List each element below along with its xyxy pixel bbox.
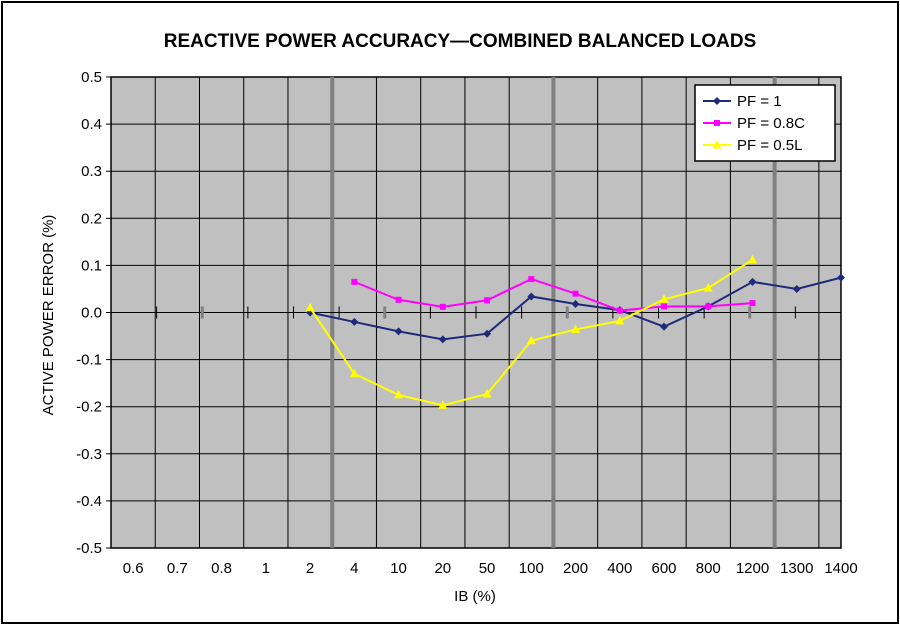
series-1-point <box>792 284 801 293</box>
series-1-point <box>394 327 403 336</box>
series-2-point <box>661 303 668 310</box>
series-3-point <box>482 388 492 398</box>
legend-label: PF = 0.5L <box>737 137 802 154</box>
x-tick-label: 0.8 <box>211 560 232 577</box>
y-tick-label: 0.3 <box>81 163 102 180</box>
chart-title: REACTIVE POWER ACCURACY—COMBINED BALANCE… <box>164 31 757 52</box>
y-tick-label: 0.2 <box>81 210 102 227</box>
chart: REACTIVE POWER ACCURACY—COMBINED BALANCE… <box>40 31 858 605</box>
y-tick-label: -0.3 <box>76 446 102 463</box>
legend-marker <box>712 140 722 149</box>
legend-marker <box>714 120 720 126</box>
series-1-point <box>438 335 447 344</box>
y-tick-label: -0.2 <box>76 399 102 416</box>
y-tick-label: 0.5 <box>81 69 102 86</box>
x-tick-label: 10 <box>390 560 407 577</box>
series-1-point <box>748 277 757 286</box>
y-tick-label: 0.1 <box>81 257 102 274</box>
series-2-point <box>705 303 712 310</box>
series-3-point <box>703 283 713 292</box>
legend-label: PF = 0.8C <box>737 115 805 132</box>
x-tick-label: 1200 <box>736 560 769 577</box>
series-2-point <box>351 278 358 285</box>
series-3-point <box>748 254 758 264</box>
y-axis-label: ACTIVE POWER ERROR (%) <box>40 215 57 416</box>
x-tick-label: 4 <box>350 560 358 577</box>
x-tick-label: 2 <box>306 560 314 577</box>
legend-label: PF = 1 <box>737 93 782 110</box>
series-1-point <box>837 273 845 282</box>
series-1-point <box>527 292 536 301</box>
series-3-point <box>526 335 536 345</box>
x-tick-label: 400 <box>607 560 632 577</box>
y-tick-label: 0.4 <box>81 116 102 133</box>
series-1-point <box>350 317 359 326</box>
series-3-point <box>349 368 359 378</box>
x-tick-label: 100 <box>519 560 544 577</box>
x-tick-label: 0.6 <box>123 560 144 577</box>
series-2-point <box>572 290 579 297</box>
series-3-point <box>438 400 448 409</box>
series-2-point <box>616 307 623 314</box>
legend: PF = 1 PF = 0.8C PF = 0.5L <box>694 84 836 162</box>
y-tick-label: -0.1 <box>76 352 102 369</box>
x-tick-label: 0.7 <box>167 560 188 577</box>
series-3-point <box>394 389 404 399</box>
y-tick-label: -0.4 <box>76 493 102 510</box>
legend-marker <box>713 97 721 105</box>
x-tick-label: 1300 <box>780 560 813 577</box>
y-tick-label: -0.5 <box>76 540 102 557</box>
series-2-point <box>395 296 402 303</box>
x-tick-label: 800 <box>696 560 721 577</box>
series-3-point <box>305 302 315 312</box>
series-1-point <box>660 322 669 331</box>
series-3-point <box>615 315 625 325</box>
series-2-point <box>528 276 535 283</box>
y-tick-label: 0.0 <box>81 305 102 322</box>
series-2-line <box>353 277 753 312</box>
x-tick-label: 1400 <box>824 560 857 577</box>
series-3-point <box>659 294 669 303</box>
series-2-point <box>484 297 491 304</box>
x-tick-label: 600 <box>652 560 677 577</box>
x-tick-label: 50 <box>479 560 496 577</box>
series-2-point <box>749 300 756 307</box>
x-tick-label: 200 <box>563 560 588 577</box>
series-1-point <box>483 329 492 338</box>
series-3-point <box>571 324 581 333</box>
x-axis-label: IB (%) <box>454 588 496 605</box>
x-tick-label: 20 <box>434 560 451 577</box>
series-2-point <box>439 303 446 310</box>
x-tick-label: 1 <box>262 560 270 577</box>
series-1-point <box>571 300 580 309</box>
